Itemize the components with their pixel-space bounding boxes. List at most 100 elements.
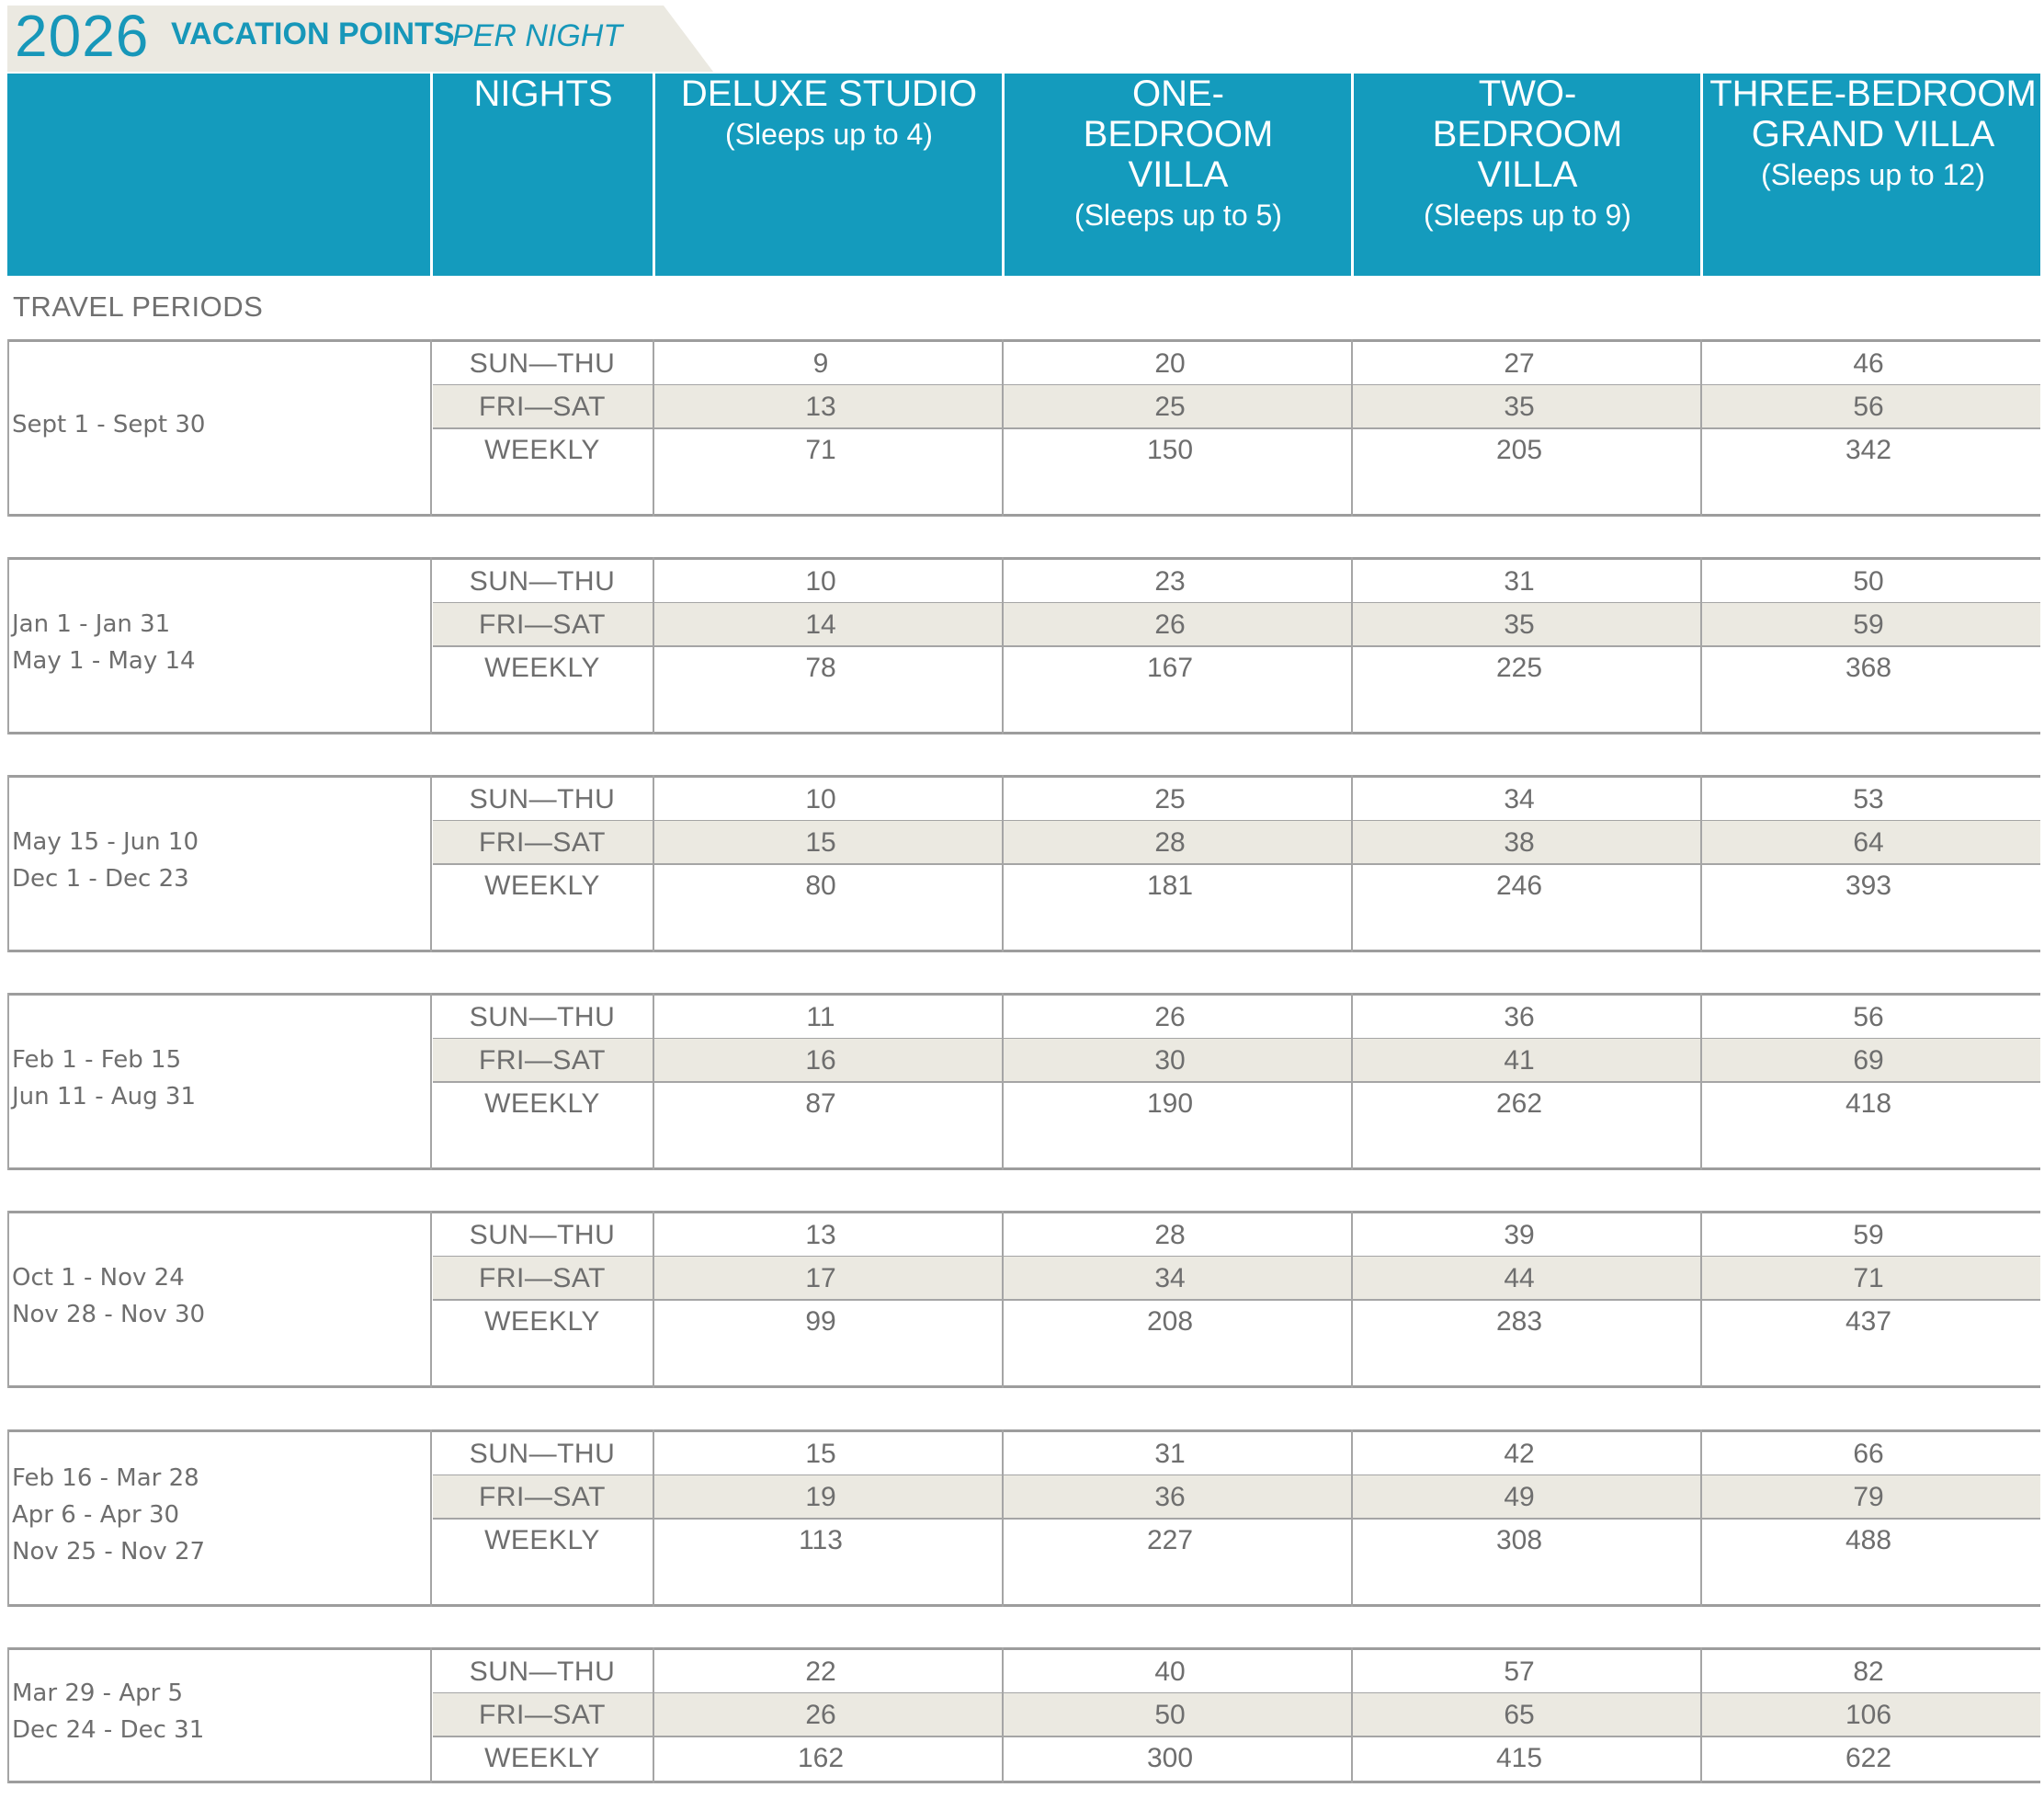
column-divider <box>1351 339 1353 517</box>
points-value: 19 <box>805 1482 836 1512</box>
column-divider <box>653 557 654 734</box>
row-divider <box>433 863 2040 865</box>
points-value: 368 <box>1845 653 1892 683</box>
column-divider <box>653 1429 654 1607</box>
points-value: 78 <box>805 653 836 683</box>
points-value: 44 <box>1504 1263 1535 1293</box>
night-type-label: SUN—THU <box>469 1657 616 1687</box>
points-value: 36 <box>1504 1002 1535 1032</box>
points-value: 113 <box>799 1525 843 1555</box>
points-value: 11 <box>806 1002 835 1032</box>
travel-period-dates: Mar 29 - Apr 5 <box>12 1679 184 1707</box>
column-divider <box>7 1211 9 1388</box>
travel-period-dates: Dec 1 - Dec 23 <box>12 864 189 893</box>
travel-period-dates: May 1 - May 14 <box>12 646 196 675</box>
header-divider <box>1002 74 1005 276</box>
points-value: 79 <box>1853 1482 1884 1512</box>
header-column-sub: (Sleeps up to 9) <box>1424 199 1631 232</box>
column-divider <box>1002 993 1004 1170</box>
column-divider <box>430 557 432 734</box>
points-value: 262 <box>1495 1088 1543 1119</box>
points-value: 36 <box>1154 1482 1186 1512</box>
title-main: VACATION POINTS <box>171 17 455 51</box>
points-value: 39 <box>1504 1220 1535 1250</box>
points-value: 22 <box>805 1657 836 1687</box>
points-value: 393 <box>1845 871 1892 901</box>
travel-period-dates: Apr 6 - Apr 30 <box>12 1500 180 1529</box>
points-value: 30 <box>1154 1045 1186 1076</box>
night-type-label: FRI—SAT <box>479 1263 606 1293</box>
travel-period-dates: Jun 11 - Aug 31 <box>12 1082 197 1110</box>
points-value: 27 <box>1504 348 1535 379</box>
table-row <box>433 1257 2040 1301</box>
header-divider <box>1351 74 1354 276</box>
points-value: 246 <box>1495 871 1543 901</box>
table-row <box>433 821 2040 865</box>
header-nights: NIGHTS <box>433 74 653 276</box>
night-type-label: SUN—THU <box>469 566 616 597</box>
column-divider <box>430 775 432 952</box>
column-divider <box>7 339 9 517</box>
column-divider <box>1700 1429 1702 1607</box>
night-type-label: WEEKLY <box>484 1306 600 1337</box>
column-divider <box>1002 339 1004 517</box>
points-value: 71 <box>1853 1263 1884 1293</box>
travel-period-dates: Oct 1 - Nov 24 <box>12 1263 185 1292</box>
points-value: 342 <box>1845 435 1892 465</box>
table-row <box>433 1039 2040 1083</box>
column-divider <box>1002 557 1004 734</box>
column-divider <box>7 775 9 952</box>
column-divider <box>7 1429 9 1607</box>
travel-period-dates: Feb 1 - Feb 15 <box>12 1045 182 1074</box>
column-divider <box>7 993 9 1170</box>
column-divider <box>653 993 654 1170</box>
points-value: 23 <box>1154 566 1186 597</box>
points-value: 26 <box>805 1700 836 1730</box>
points-value: 28 <box>1154 827 1186 858</box>
points-value: 283 <box>1495 1306 1543 1337</box>
night-type-label: SUN—THU <box>469 348 616 379</box>
points-value: 16 <box>805 1045 836 1076</box>
header-one-bedroom: ONE-BEDROOM VILLA (Sleeps up to 5) <box>1005 74 1352 276</box>
column-divider <box>1002 1429 1004 1607</box>
column-divider <box>7 1647 9 1783</box>
travel-period-block <box>7 993 2040 1170</box>
points-value: 59 <box>1853 1220 1884 1250</box>
night-type-label: WEEKLY <box>484 1088 600 1119</box>
points-value: 69 <box>1853 1045 1884 1076</box>
night-type-label: WEEKLY <box>484 1743 600 1773</box>
column-divider <box>430 1429 432 1607</box>
header-nights-label: NIGHTS <box>473 74 613 114</box>
header-column-sub: (Sleeps up to 4) <box>725 118 933 151</box>
points-value: 15 <box>805 827 836 858</box>
column-divider <box>1700 557 1702 734</box>
points-value: 34 <box>1504 784 1535 814</box>
points-value: 167 <box>1146 653 1194 683</box>
points-value: 41 <box>1504 1045 1535 1076</box>
points-value: 13 <box>805 1220 836 1250</box>
points-value: 9 <box>812 348 829 379</box>
header-divider <box>1700 74 1703 276</box>
points-value: 190 <box>1146 1088 1194 1119</box>
column-divider <box>1700 1647 1702 1783</box>
points-value: 13 <box>805 392 836 422</box>
points-value: 106 <box>1845 1700 1892 1730</box>
points-value: 82 <box>1853 1657 1884 1687</box>
travel-period-block <box>7 1429 2040 1607</box>
header-column-sub: (Sleeps up to 12) <box>1761 158 1985 191</box>
column-divider <box>1700 775 1702 952</box>
header-divider <box>430 74 433 276</box>
travel-periods-label: TRAVEL PERIODS <box>13 290 264 323</box>
night-type-label: FRI—SAT <box>479 609 606 640</box>
night-type-label: FRI—SAT <box>479 1482 606 1512</box>
row-divider <box>433 1299 2040 1301</box>
column-divider <box>653 1647 654 1783</box>
night-type-label: WEEKLY <box>484 871 600 901</box>
points-value: 418 <box>1845 1088 1892 1119</box>
header-column-name: THREE-BEDROOM GRAND VILLA <box>1709 74 2037 154</box>
points-value: 99 <box>805 1306 836 1337</box>
points-value: 437 <box>1845 1306 1892 1337</box>
table-row <box>433 603 2040 647</box>
header-three-bedroom: THREE-BEDROOM GRAND VILLA (Sleeps up to … <box>1703 74 2043 276</box>
travel-period-block <box>7 775 2040 952</box>
